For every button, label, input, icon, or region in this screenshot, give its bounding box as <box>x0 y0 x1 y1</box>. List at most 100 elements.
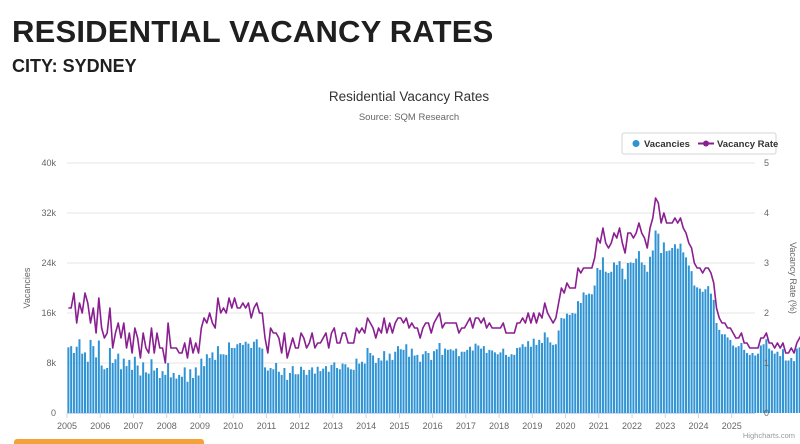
vacancies-bar <box>117 353 120 414</box>
vacancies-bar <box>214 359 217 414</box>
vacancies-bar <box>216 346 219 414</box>
axes: 0 0 8k 1 16k 2 24k 3 32k 4 40k 5 2005 2006 2007 2008 200… <box>41 158 769 431</box>
y-right-tick-label: 3 <box>764 258 769 268</box>
vacancies-bar <box>139 375 142 413</box>
x-tick-label: 2022 <box>622 421 642 431</box>
vacancies-bar <box>510 354 513 413</box>
vacancies-bar <box>352 369 355 414</box>
vacancies-bar <box>236 344 239 413</box>
legend-item-vacancies[interactable]: Vacancies <box>632 139 690 150</box>
vacancies-bar <box>640 262 643 414</box>
vacancies-bar <box>668 250 671 413</box>
x-tick-label: 2012 <box>290 421 310 431</box>
vacancies-bar <box>493 352 496 414</box>
vacancies-bar <box>527 341 530 414</box>
vacancies-bar <box>449 349 452 413</box>
vacancies-bar <box>239 343 242 413</box>
vacancies-bar <box>247 343 250 414</box>
vacancies-bar <box>161 371 164 414</box>
vacancies-bar <box>241 344 244 414</box>
vacancies-bar <box>629 262 632 414</box>
vacancies-bar <box>709 293 712 414</box>
vacancies-bar <box>560 318 563 413</box>
vacancies-bar <box>660 253 663 413</box>
vacancies-bar <box>712 299 715 414</box>
vacancies-bar <box>252 341 255 413</box>
vacancies-bar <box>413 355 416 413</box>
x-tick-label: 2010 <box>223 421 243 431</box>
vacancies-bar <box>380 360 383 413</box>
vacancies-bar <box>272 369 275 413</box>
vacancies-bar <box>297 374 300 413</box>
vacancies-bar <box>111 363 114 413</box>
vacancies-bar <box>538 339 541 414</box>
vacancies-bar <box>444 348 447 414</box>
vacancies-bar <box>455 348 458 414</box>
vacancy-rate-line <box>68 197 800 364</box>
vacancies-bar <box>86 361 89 413</box>
accent-bar <box>14 439 204 444</box>
vacancies-bar <box>158 378 161 413</box>
legend-item-vacancy-rate[interactable]: Vacancy Rate <box>698 139 778 150</box>
vacancies-bar <box>156 368 159 413</box>
vacancies-bar <box>466 349 469 414</box>
vacancies-bar <box>175 378 178 414</box>
vacancies-bar <box>164 374 167 414</box>
vacancies-bar <box>696 287 699 414</box>
vacancies-bar <box>654 230 657 413</box>
vacancies-bar <box>482 346 485 414</box>
vacancies-bar <box>333 362 336 414</box>
vacancies-bar <box>211 352 214 414</box>
vacancies-bar <box>657 233 660 414</box>
highcharts-credit[interactable]: Highcharts.com <box>743 431 795 440</box>
vacancies-bar <box>793 361 796 414</box>
vacancies-bar <box>477 345 480 413</box>
vacancies-bar <box>419 361 422 413</box>
vacancies-bar <box>178 374 181 414</box>
vacancies-bar <box>427 353 430 413</box>
vacancies-bar <box>222 354 225 413</box>
vacancies-bar <box>106 368 109 413</box>
y-left-tick-label: 32k <box>41 208 56 218</box>
vacancies-bar <box>607 273 610 413</box>
vacancies-bar <box>621 268 624 414</box>
vacancies-bar <box>701 291 704 413</box>
vacancies-bar <box>70 346 73 414</box>
vacancies-bar <box>546 337 549 414</box>
vacancies-bar <box>765 339 768 413</box>
vacancies-bar <box>665 251 668 414</box>
vacancies-bar <box>685 257 688 414</box>
vacancies-bar <box>369 353 372 413</box>
vacancies-bar <box>513 354 516 414</box>
y-right-tick-label: 1 <box>764 358 769 368</box>
vacancies-bar <box>360 361 363 413</box>
vacancies-bar <box>779 356 782 414</box>
vacancies-bar <box>718 329 721 414</box>
x-tick-label: 2011 <box>257 421 276 431</box>
vacancies-bar <box>67 347 70 414</box>
vacancies-bar <box>704 289 707 413</box>
y-left-tick-label: 8k <box>46 358 56 368</box>
vacancies-bar <box>469 346 471 413</box>
vacancies-bar <box>446 349 449 414</box>
vacancies-bar <box>186 381 189 413</box>
vacancies-bar <box>410 348 413 414</box>
vacancies-bar <box>330 364 333 414</box>
vacancies-bar <box>729 339 732 414</box>
page-title: RESIDENTIAL VACANCY RATES <box>12 14 494 49</box>
vacancies-bar <box>250 348 253 413</box>
vacancies-bar <box>743 349 746 414</box>
vacancies-bar <box>610 271 613 413</box>
vacancies-bar <box>347 367 350 414</box>
vacancies-bar <box>698 288 701 414</box>
vacancies-bar <box>557 330 560 413</box>
vacancies-bar <box>613 262 616 414</box>
vacancies-bar <box>319 371 322 414</box>
vacancies-bar <box>568 314 571 414</box>
vacancies-bar <box>599 269 602 414</box>
vacancies-bar <box>757 353 760 414</box>
vacancies-bar <box>770 350 773 413</box>
vacancies-bar <box>798 347 800 414</box>
vacancies-bar <box>784 360 787 413</box>
